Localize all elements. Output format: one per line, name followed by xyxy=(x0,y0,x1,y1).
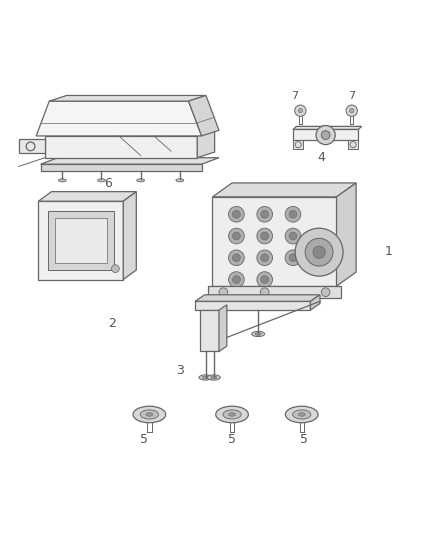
Text: 7: 7 xyxy=(348,91,355,101)
Polygon shape xyxy=(195,301,311,310)
Ellipse shape xyxy=(199,375,212,380)
Circle shape xyxy=(316,125,335,144)
Polygon shape xyxy=(49,95,206,101)
Text: 5: 5 xyxy=(140,433,148,446)
Ellipse shape xyxy=(229,413,236,416)
Text: 2: 2 xyxy=(109,317,117,329)
Polygon shape xyxy=(41,164,201,171)
Ellipse shape xyxy=(293,410,311,419)
Text: 7: 7 xyxy=(291,91,298,101)
Ellipse shape xyxy=(286,406,318,423)
Circle shape xyxy=(285,228,301,244)
Ellipse shape xyxy=(211,376,217,379)
Polygon shape xyxy=(195,295,320,301)
Polygon shape xyxy=(208,286,341,298)
Circle shape xyxy=(289,211,297,218)
Ellipse shape xyxy=(98,179,106,182)
Circle shape xyxy=(229,228,244,244)
Ellipse shape xyxy=(216,406,248,423)
Circle shape xyxy=(219,288,228,296)
Polygon shape xyxy=(336,183,356,286)
Circle shape xyxy=(257,228,272,244)
Ellipse shape xyxy=(137,179,145,182)
Polygon shape xyxy=(39,192,136,201)
Polygon shape xyxy=(45,136,197,158)
Circle shape xyxy=(257,206,272,222)
Polygon shape xyxy=(45,130,215,136)
Text: 6: 6 xyxy=(104,177,112,190)
Circle shape xyxy=(261,254,268,262)
Circle shape xyxy=(257,250,272,265)
Ellipse shape xyxy=(223,410,241,419)
Circle shape xyxy=(295,105,306,116)
Circle shape xyxy=(285,206,301,222)
Circle shape xyxy=(350,109,354,113)
Circle shape xyxy=(313,246,325,259)
Polygon shape xyxy=(212,197,336,286)
Ellipse shape xyxy=(176,179,184,182)
Circle shape xyxy=(321,288,330,296)
Text: 1: 1 xyxy=(385,245,392,258)
Ellipse shape xyxy=(255,333,261,335)
Circle shape xyxy=(321,131,330,140)
Polygon shape xyxy=(219,305,227,351)
Text: 3: 3 xyxy=(176,365,184,377)
Circle shape xyxy=(233,254,240,262)
Polygon shape xyxy=(41,158,219,164)
Text: 4: 4 xyxy=(318,151,325,164)
Circle shape xyxy=(289,232,297,240)
Circle shape xyxy=(229,206,244,222)
Circle shape xyxy=(261,211,268,218)
Ellipse shape xyxy=(252,332,265,336)
Circle shape xyxy=(229,272,244,287)
Ellipse shape xyxy=(207,375,220,380)
Circle shape xyxy=(346,105,357,116)
Circle shape xyxy=(233,276,240,284)
Circle shape xyxy=(233,211,240,218)
Polygon shape xyxy=(293,130,358,140)
Polygon shape xyxy=(293,140,304,149)
Polygon shape xyxy=(293,126,362,130)
Circle shape xyxy=(261,232,268,240)
Polygon shape xyxy=(123,192,136,279)
Circle shape xyxy=(260,288,269,296)
Text: 5: 5 xyxy=(300,433,308,446)
Polygon shape xyxy=(197,130,215,158)
Ellipse shape xyxy=(133,406,166,423)
Circle shape xyxy=(261,276,268,284)
Ellipse shape xyxy=(146,413,153,416)
Circle shape xyxy=(257,272,272,287)
Polygon shape xyxy=(348,140,358,149)
Polygon shape xyxy=(188,95,219,136)
Circle shape xyxy=(295,228,343,276)
Polygon shape xyxy=(19,140,45,154)
Circle shape xyxy=(229,250,244,265)
Polygon shape xyxy=(48,211,114,270)
Text: 5: 5 xyxy=(228,433,236,446)
Polygon shape xyxy=(200,310,219,351)
Circle shape xyxy=(298,109,303,113)
Polygon shape xyxy=(212,183,356,197)
Circle shape xyxy=(112,265,119,272)
Circle shape xyxy=(233,232,240,240)
Ellipse shape xyxy=(202,376,208,379)
Ellipse shape xyxy=(298,413,305,416)
Polygon shape xyxy=(39,201,123,279)
Polygon shape xyxy=(36,101,201,136)
Circle shape xyxy=(289,254,297,262)
Ellipse shape xyxy=(58,179,66,182)
Polygon shape xyxy=(311,295,320,310)
Polygon shape xyxy=(55,218,107,263)
Circle shape xyxy=(285,250,301,265)
Circle shape xyxy=(305,238,333,266)
Ellipse shape xyxy=(140,410,159,419)
